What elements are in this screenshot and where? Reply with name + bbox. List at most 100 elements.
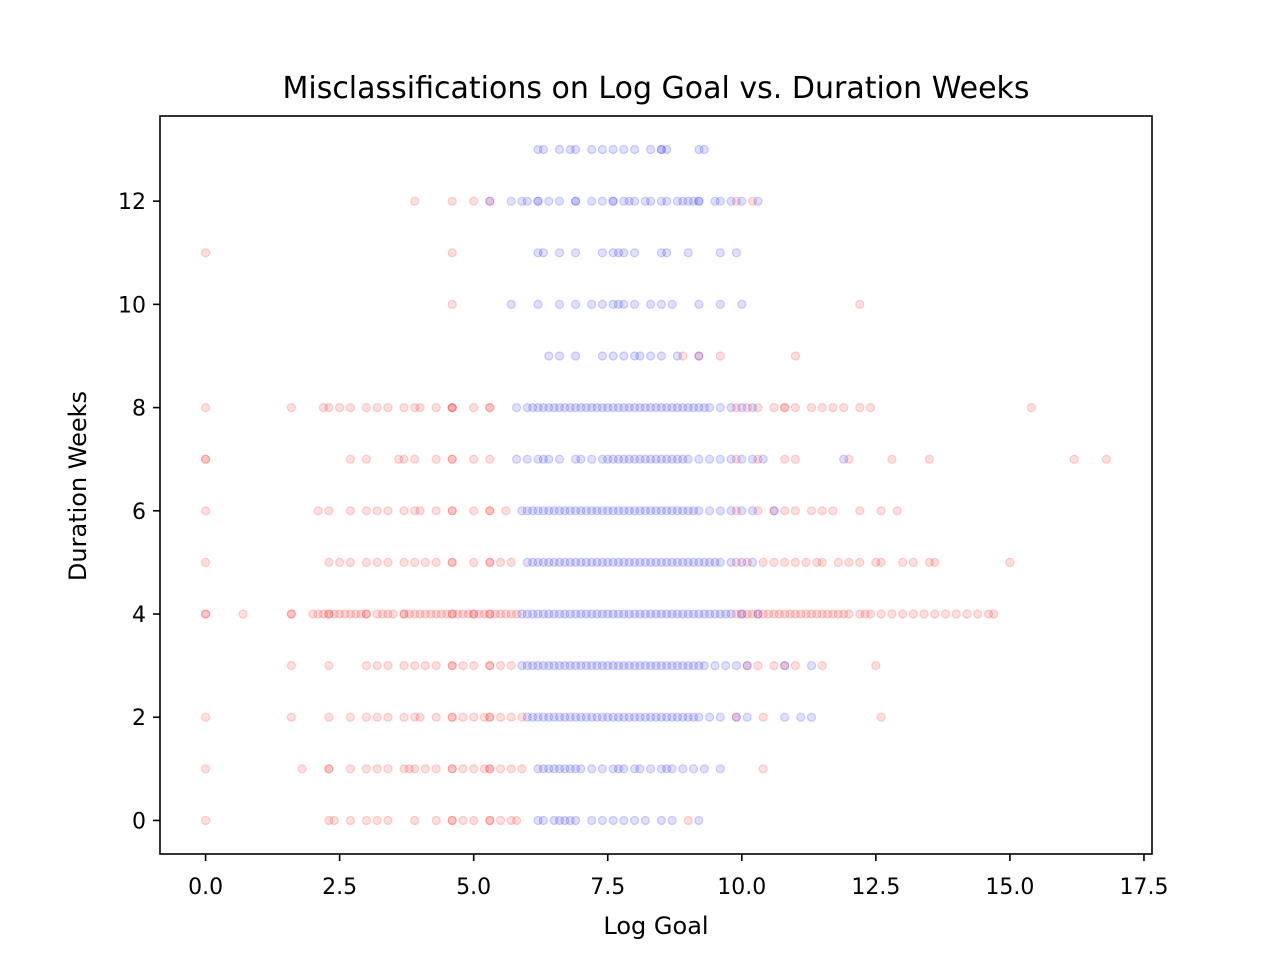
data-point-s0-r9-p67 — [833, 609, 843, 619]
data-point-s1-r11-p38 — [796, 712, 806, 722]
data-point-s1-r5-p6 — [549, 403, 559, 413]
data-point-s0-r10-p16 — [506, 660, 516, 671]
data-point-s0-r10-p19 — [769, 660, 779, 671]
data-point-s1-r10-p24 — [645, 660, 656, 671]
data-point-s1-r6-p30 — [737, 454, 747, 464]
data-point-s1-r5-p9 — [565, 403, 575, 413]
data-point-s1-r9-p30 — [678, 609, 688, 619]
x-tick-label: 0.0 — [188, 875, 223, 900]
data-point-s1-r7-p25 — [651, 506, 661, 516]
data-point-s1-r11-p22 — [640, 712, 650, 722]
data-point-s1-r0-p5 — [587, 144, 597, 155]
data-point-s1-r5-p31 — [683, 403, 693, 413]
data-point-s1-r12-p15 — [635, 764, 645, 774]
x-tick-label: 12.5 — [851, 875, 900, 900]
data-point-s0-r1-p1 — [447, 196, 457, 206]
data-point-s0-r7-p11 — [447, 506, 457, 516]
data-point-s0-r6-p3 — [361, 454, 371, 464]
data-point-s0-r6-p4 — [394, 454, 404, 464]
data-point-s0-r9-p11 — [335, 609, 345, 619]
data-point-s1-r4-p11 — [694, 351, 704, 361]
data-point-s0-r9-p0 — [201, 609, 211, 619]
data-point-s0-r7-p17 — [731, 506, 742, 516]
data-point-s0-r7-p13 — [469, 506, 479, 516]
data-point-s0-r8-p14 — [485, 557, 495, 568]
data-point-s1-r4-p3 — [597, 351, 608, 361]
data-point-s0-r8-p20 — [758, 557, 768, 568]
data-point-s1-r1-p19 — [656, 196, 667, 206]
chart-title: Misclassifications on Log Goal vs. Durat… — [282, 71, 1029, 106]
data-point-s1-r5-p14 — [592, 403, 602, 413]
data-point-s0-r5-p4 — [335, 403, 345, 413]
data-point-s0-r11-p18 — [495, 712, 506, 722]
data-point-s1-r7-p15 — [597, 506, 608, 516]
data-point-s0-r9-p26 — [415, 609, 425, 619]
data-point-s0-r13-p6 — [383, 815, 393, 826]
data-point-s1-r1-p25 — [694, 196, 704, 206]
data-point-s1-r7-p27 — [662, 506, 672, 516]
x-tick-label: 5.0 — [456, 875, 491, 900]
data-point-s0-r6-p17 — [887, 454, 897, 464]
data-point-s0-r5-p3 — [324, 403, 334, 413]
data-point-s0-r8-p25 — [812, 557, 822, 568]
data-point-s1-r1-p13 — [608, 196, 618, 206]
data-point-s0-r4-p2 — [715, 351, 725, 361]
data-point-s0-r9-p6 — [313, 609, 323, 619]
data-point-s1-r7-p1 — [522, 506, 532, 516]
data-point-s0-r13-p9 — [447, 815, 457, 826]
data-point-s1-r7-p7 — [554, 506, 565, 516]
data-point-s1-r9-p7 — [554, 609, 565, 619]
data-point-s0-r9-p9 — [324, 609, 334, 619]
data-point-s0-r9-p55 — [769, 609, 779, 619]
data-point-s1-r5-p33 — [694, 403, 704, 413]
data-point-s1-r8-p24 — [651, 557, 661, 568]
data-point-s0-r9-p84 — [989, 609, 999, 619]
data-point-s1-r5-p8 — [560, 403, 570, 413]
data-point-s1-r5-p16 — [603, 403, 613, 413]
data-point-s1-r6-p14 — [624, 454, 634, 464]
data-point-s1-r7-p32 — [688, 506, 699, 516]
data-point-s1-r11-p20 — [629, 712, 640, 722]
data-point-s0-r12-p9 — [404, 764, 414, 774]
data-point-s0-r9-p29 — [431, 609, 441, 619]
data-point-s1-r8-p32 — [694, 557, 704, 568]
data-point-s0-r9-p51 — [747, 609, 758, 619]
data-point-s0-r1-p3 — [485, 196, 495, 206]
data-point-s1-r2-p13 — [731, 248, 742, 258]
data-point-s1-r4-p6 — [629, 351, 640, 361]
data-point-s1-r5-p1 — [522, 403, 532, 413]
data-point-s0-r9-p14 — [351, 609, 361, 619]
data-point-s0-r4-p3 — [790, 351, 801, 361]
data-point-s0-r10-p11 — [458, 660, 468, 671]
data-point-s1-r6-p32 — [758, 454, 768, 464]
data-point-s0-r7-p22 — [806, 506, 817, 516]
data-point-s1-r9-p38 — [721, 609, 731, 619]
data-point-s0-r4-p1 — [694, 351, 704, 361]
data-point-s0-r9-p74 — [887, 609, 897, 619]
data-point-s1-r7-p33 — [694, 506, 704, 516]
data-point-s0-r7-p15 — [485, 506, 495, 516]
data-point-s0-r5-p30 — [855, 403, 865, 413]
data-point-s1-r10-p35 — [710, 660, 720, 671]
data-point-s0-r8-p2 — [335, 557, 345, 568]
data-point-s0-r7-p0 — [201, 506, 211, 516]
data-point-s1-r0-p7 — [608, 144, 618, 155]
data-point-s0-r5-p11 — [415, 403, 425, 413]
data-point-s0-r13-p12 — [469, 815, 479, 826]
data-point-s1-r12-p9 — [587, 764, 597, 774]
data-point-s1-r2-p2 — [554, 248, 565, 258]
data-point-s1-r9-p40 — [737, 609, 747, 619]
data-point-s0-r9-p76 — [908, 609, 919, 619]
data-point-s0-r12-p13 — [447, 764, 457, 774]
data-point-s0-r9-p44 — [495, 609, 506, 619]
data-point-s1-r12-p6 — [565, 764, 575, 774]
data-point-s1-r7-p35 — [715, 506, 725, 516]
data-point-s0-r8-p12 — [447, 557, 457, 568]
data-point-s1-r8-p21 — [635, 557, 645, 568]
data-point-s0-r10-p0 — [286, 660, 296, 671]
data-point-s1-r13-p12 — [640, 815, 650, 826]
data-point-s0-r13-p13 — [485, 815, 495, 826]
data-point-s0-r9-p58 — [785, 609, 795, 619]
data-point-s1-r11-p12 — [587, 712, 597, 722]
data-point-s0-r11-p10 — [431, 712, 441, 722]
